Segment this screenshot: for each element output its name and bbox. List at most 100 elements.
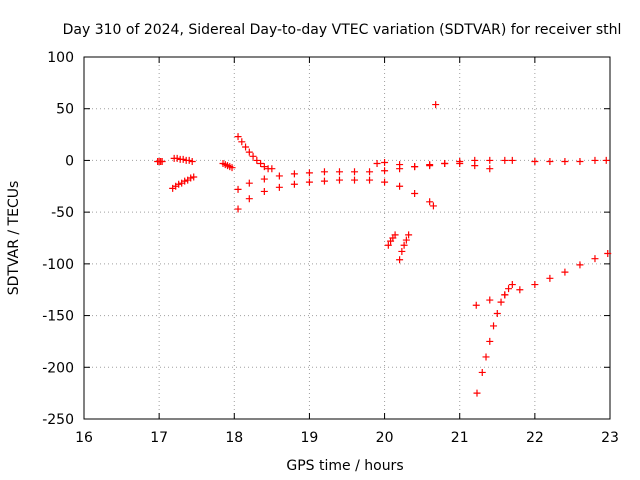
data-point (497, 298, 505, 306)
data-point (576, 157, 584, 165)
data-point (238, 138, 246, 146)
x-tick-label: 16 (75, 430, 93, 446)
data-point (253, 156, 261, 164)
data-point (411, 163, 419, 171)
data-point (493, 310, 501, 318)
data-point (398, 247, 406, 255)
data-point (320, 168, 328, 176)
chart-title: Day 310 of 2024, Sidereal Day-to-day VTE… (63, 22, 622, 38)
y-tick-label: 50 (56, 102, 74, 118)
data-point (508, 156, 516, 164)
data-point (187, 174, 195, 182)
data-point (501, 156, 509, 164)
data-point (561, 157, 569, 165)
data-point (426, 198, 434, 206)
y-tick-label: 100 (47, 50, 74, 66)
data-point (546, 274, 554, 282)
data-point (305, 169, 313, 177)
y-tick-label: -100 (42, 257, 74, 273)
data-point (275, 172, 283, 180)
data-point (173, 154, 181, 162)
data-point (531, 281, 539, 289)
series-sat-c (169, 173, 198, 192)
data-point (335, 168, 343, 176)
data-point (245, 148, 253, 156)
data-point (366, 168, 374, 176)
data-point (471, 162, 479, 170)
data-point (516, 286, 524, 294)
data-point (456, 160, 464, 168)
series-sat-n (531, 156, 610, 165)
series-sat-b (170, 154, 196, 165)
series-sat-j (396, 231, 413, 264)
data-point (381, 167, 389, 175)
data-point (260, 175, 268, 183)
data-point (234, 205, 242, 213)
series-sat-h (373, 158, 494, 173)
series-sat-e (234, 133, 276, 173)
data-point (546, 157, 554, 165)
data-point (290, 180, 298, 188)
data-point (531, 157, 539, 165)
data-point (242, 143, 250, 151)
data-point (228, 164, 236, 172)
data-point (275, 183, 283, 191)
series-sat-l (473, 281, 516, 397)
data-point (351, 168, 359, 176)
x-tick-label: 18 (225, 430, 243, 446)
data-point (602, 156, 610, 164)
x-tick-label: 23 (601, 430, 619, 446)
y-tick-label: -200 (42, 360, 74, 376)
data-point (400, 241, 408, 249)
data-point (320, 177, 328, 185)
data-point (501, 291, 509, 299)
data-point (486, 156, 494, 164)
data-point (188, 157, 196, 165)
y-axis-title: SDTVAR / TECUs (6, 181, 22, 296)
series-sat-i (384, 231, 399, 249)
plot-frame (83, 56, 611, 420)
y-tick-label: -150 (42, 309, 74, 325)
data-point (260, 163, 268, 171)
data-point (508, 281, 516, 289)
data-point (257, 160, 265, 168)
data-point (396, 256, 404, 264)
data-point (561, 268, 569, 276)
data-point (591, 156, 599, 164)
data-point (472, 301, 480, 309)
data-point (268, 165, 276, 173)
data-point (402, 236, 410, 244)
y-tick-label: -250 (42, 412, 74, 428)
data-point (576, 261, 584, 269)
data-point (366, 176, 374, 184)
data-point (234, 133, 242, 141)
data-point (591, 255, 599, 263)
data-point (486, 296, 494, 304)
data-point (335, 176, 343, 184)
data-point (441, 160, 449, 168)
data-point (260, 187, 268, 195)
data-point (490, 322, 498, 330)
series-sat-f (234, 176, 437, 213)
data-point (486, 165, 494, 173)
data-point (486, 337, 494, 345)
data-point (179, 155, 187, 163)
axis-ticks (83, 56, 611, 420)
series-sat-a (154, 157, 166, 165)
x-tick-label: 22 (526, 430, 544, 446)
data-point (482, 353, 490, 361)
data-point (185, 156, 193, 164)
data-point (381, 178, 389, 186)
data-point (249, 152, 257, 160)
series-sat-d (219, 160, 236, 172)
data-point (405, 231, 413, 239)
x-tick-label: 21 (451, 430, 469, 446)
x-tick-label: 19 (301, 430, 319, 446)
data-point (290, 170, 298, 178)
x-tick-label: 17 (150, 430, 168, 446)
data-point (432, 101, 440, 109)
series-sat-m (472, 250, 612, 309)
data-point (478, 368, 486, 376)
data-point (391, 231, 399, 239)
